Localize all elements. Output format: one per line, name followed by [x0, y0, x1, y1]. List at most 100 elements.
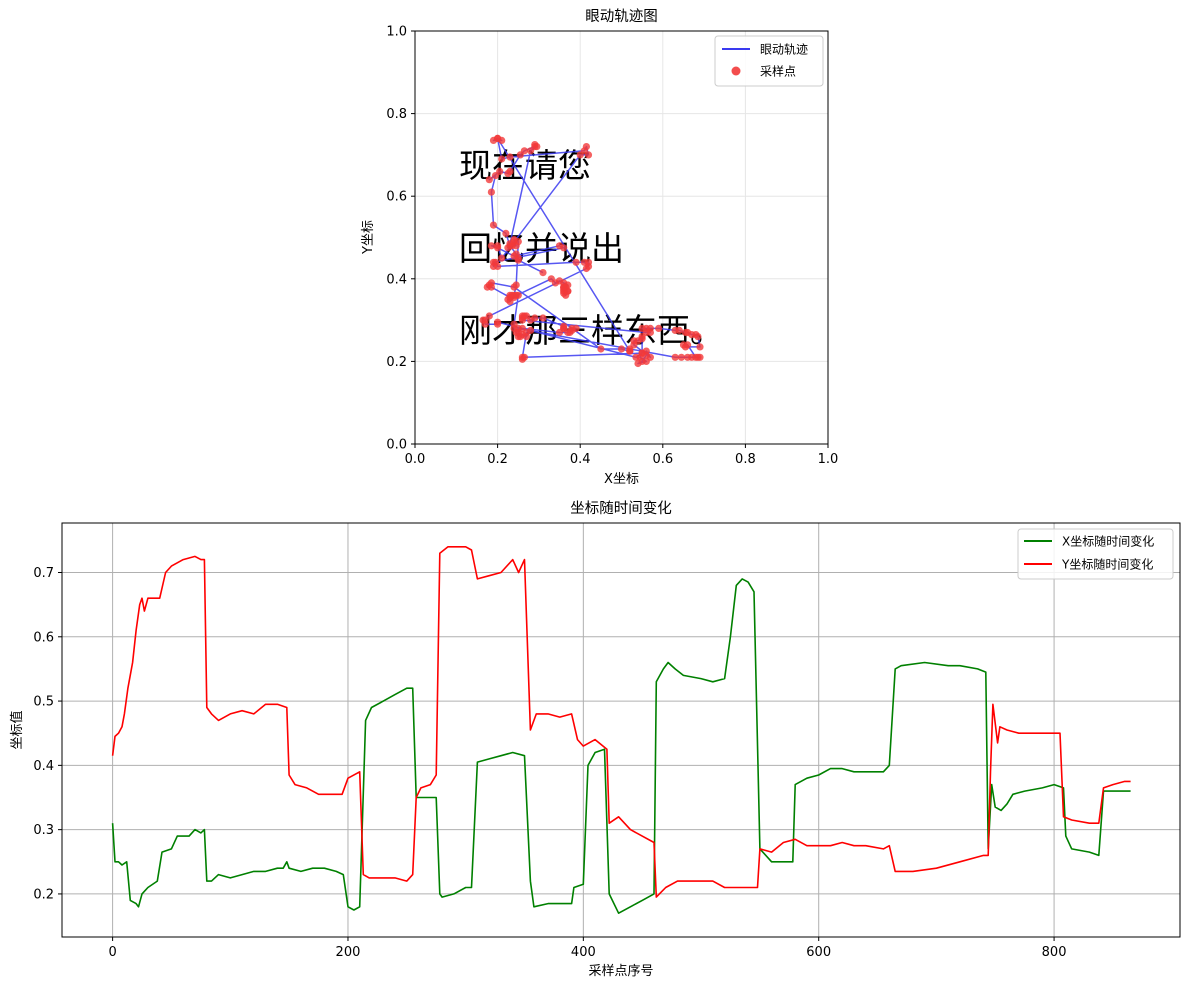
eye-track-sample-point: [485, 176, 493, 184]
eye-track-sample-point: [494, 262, 502, 270]
eye-track-x-tick-label: 1.0: [818, 452, 839, 467]
eye-track-sample-point: [694, 333, 702, 341]
eye-track-sample-point: [684, 341, 692, 349]
legend-label-trajectory: 眼动轨迹: [760, 43, 808, 57]
eye-track-xlabel: X坐标: [604, 472, 639, 487]
coordinate-time-y-tick-label: 0.4: [33, 759, 54, 774]
eye-track-sample-point: [504, 295, 512, 304]
coordinate-time-legend: X坐标随时间变化 Y坐标随时间变化: [1017, 528, 1174, 580]
eye-track-x-tick-label: 0.4: [570, 452, 591, 467]
coordinate-time-y-tick-label: 0.3: [33, 823, 54, 838]
coordinate-time-x-tick-label: 0: [108, 945, 116, 960]
coordinate-time-legend-box: [1017, 528, 1174, 580]
eye-track-y-tick-label: 0.4: [386, 272, 407, 287]
eye-track-x-tick-label: 0.2: [487, 452, 508, 467]
eye-track-y-tick-label: 0.6: [386, 190, 407, 205]
eye-track-sample-point: [638, 357, 646, 365]
eye-track-sample-point: [510, 320, 518, 328]
eye-track-sample-point: [506, 153, 514, 161]
eye-track-sample-point: [684, 353, 692, 361]
eye-track-sample-point: [527, 326, 535, 334]
eye-track-y-tick-label: 1.0: [386, 25, 407, 40]
coordinate-time-y-tick-label: 0.2: [33, 887, 54, 902]
eye-track-sample-point: [527, 147, 535, 155]
eye-track-axes-frame: [414, 30, 829, 445]
eye-track-x-tick-label: 0.6: [652, 452, 673, 467]
coordinate-time-x-tick-label: 400: [571, 945, 596, 960]
eye-track-sample-point: [597, 345, 605, 353]
eye-track-sample-point: [696, 343, 704, 351]
coordinate-time-ticks: 0 200 400 600 800 0.2 0.3 0.4 0.5 0.6 0.7: [33, 566, 1066, 960]
eye-track-sample-point: [638, 349, 646, 357]
coordinate-time-axes-frame: [61, 522, 1181, 938]
stimulus-line-2: 回忆并说出: [459, 229, 624, 268]
coordinate-time-x-tick-label: 200: [336, 945, 361, 960]
eye-track-sample-point: [694, 353, 702, 361]
coordinate-time-x-series-line: [111, 578, 1131, 914]
legend-swatch-samples: [731, 66, 741, 76]
eye-track-chart: 现在请您 回忆并说出 刚才那三样东西。 0.0 0.2 0.4 0.6 0.8 1.00.…: [361, 8, 838, 487]
eye-track-sample-point: [518, 316, 527, 324]
eye-track-sample-point: [646, 353, 655, 361]
eye-track-sample-point: [510, 252, 518, 260]
eye-track-sample-point: [655, 324, 663, 332]
eye-track-sample-point: [494, 244, 502, 252]
eye-track-sample-point: [487, 242, 495, 250]
eye-track-sample-point: [560, 283, 568, 291]
coordinate-time-ylabel: 坐标值: [9, 710, 25, 749]
eye-track-sample-point: [498, 155, 506, 163]
eye-track-sample-point: [489, 221, 498, 229]
eye-track-sample-point: [582, 143, 591, 151]
eye-track-y-tick-label: 0.0: [386, 438, 407, 453]
coordinate-time-x-tick-label: 600: [806, 945, 831, 960]
eye-track-ylabel: Y坐标: [361, 220, 376, 255]
eye-track-x-tick-label: 0.8: [735, 452, 756, 467]
eye-track-sample-point: [646, 324, 655, 332]
eye-track-sample-point: [566, 328, 574, 337]
coordinate-time-title: 坐标随时间变化: [570, 500, 672, 517]
legend-label-y-series: Y坐标随时间变化: [1061, 557, 1153, 572]
eye-track-sample-point: [512, 291, 520, 299]
eye-track-sample-point: [487, 279, 495, 287]
eye-track-sample-point: [584, 151, 593, 159]
coordinate-time-grid: [62, 523, 1180, 937]
coordinate-time-marks: [111, 546, 1131, 914]
eye-track-sample-point: [572, 258, 580, 266]
eye-track-sample-point: [496, 167, 504, 175]
eye-track-sample-point: [518, 353, 527, 361]
eye-track-sample-point: [498, 254, 506, 262]
coordinate-time-x-tick-label: 800: [1042, 945, 1067, 960]
eye-track-sample-point: [626, 347, 634, 355]
eye-track-sample-point: [510, 283, 518, 291]
eye-track-sample-point: [617, 345, 626, 353]
eye-track-sample-point: [506, 167, 514, 175]
eye-track-sample-point: [520, 147, 529, 155]
eye-track-sample-point: [582, 264, 591, 273]
coordinate-time-xlabel: 采样点序号: [588, 964, 653, 979]
eye-track-sample-point: [487, 188, 495, 196]
coordinate-time-y-tick-label: 0.7: [33, 566, 54, 581]
eye-track-x-tick-label: 0.0: [405, 452, 426, 467]
legend-label-x-series: X坐标随时间变化: [1062, 534, 1154, 549]
eye-track-y-tick-label: 0.8: [386, 107, 407, 122]
eye-track-sample-point: [539, 269, 547, 277]
eye-track-y-tick-label: 0.2: [386, 355, 407, 370]
eye-track-sample-point: [638, 335, 646, 343]
eye-track-sample-point: [584, 258, 593, 266]
eye-track-marks: [479, 134, 704, 368]
eye-track-sample-point: [481, 320, 489, 328]
eye-track-sample-point: [671, 353, 679, 361]
eye-track-sample-point: [539, 314, 547, 322]
eye-track-sample-point: [494, 318, 502, 326]
eye-track-sample-point: [677, 353, 686, 361]
eye-track-sample-point: [514, 238, 522, 246]
eye-track-legend: 眼动轨迹 采样点: [714, 35, 824, 87]
eye-track-ticks: 0.0 0.2 0.4 0.6 0.8 1.0 0.0 0.2 0.4 0.6 0.8 1.0: [386, 25, 838, 468]
eye-track-sample-point: [560, 322, 568, 330]
eye-track-sample-point: [560, 244, 568, 252]
legend-label-samples: 采样点: [760, 64, 796, 79]
coordinate-time-y-tick-label: 0.5: [33, 695, 54, 710]
eye-track-sample-point: [576, 151, 584, 159]
